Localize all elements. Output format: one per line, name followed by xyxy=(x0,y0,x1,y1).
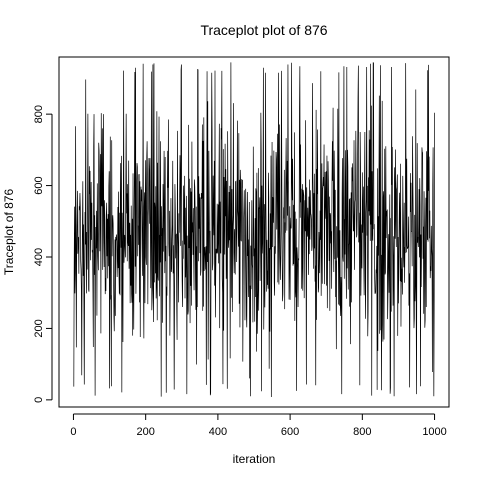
x-tick-label: 800 xyxy=(353,426,371,438)
y-tick-label: 600 xyxy=(33,176,45,194)
y-tick-label: 200 xyxy=(33,319,45,337)
x-tick-label: 400 xyxy=(209,426,227,438)
chart-title: Traceplot plot of 876 xyxy=(200,22,327,38)
plot-frame xyxy=(58,56,450,408)
x-tick-label: 0 xyxy=(70,426,76,438)
x-axis: 0 200 400 600 800 1000 xyxy=(70,413,447,438)
x-axis-label: iteration xyxy=(233,452,276,466)
x-tick-label: 200 xyxy=(136,426,154,438)
x-tick-label: 1000 xyxy=(422,426,446,438)
y-axis: 0 200 400 600 800 xyxy=(33,105,53,403)
trace-line xyxy=(73,62,435,398)
y-tick-label: 800 xyxy=(33,105,45,123)
y-axis-label: Traceplot of 876 xyxy=(2,189,16,276)
y-tick-label: 0 xyxy=(33,397,45,403)
y-tick-label: 400 xyxy=(33,248,45,266)
x-tick-label: 600 xyxy=(281,426,299,438)
trace-series xyxy=(73,62,435,398)
